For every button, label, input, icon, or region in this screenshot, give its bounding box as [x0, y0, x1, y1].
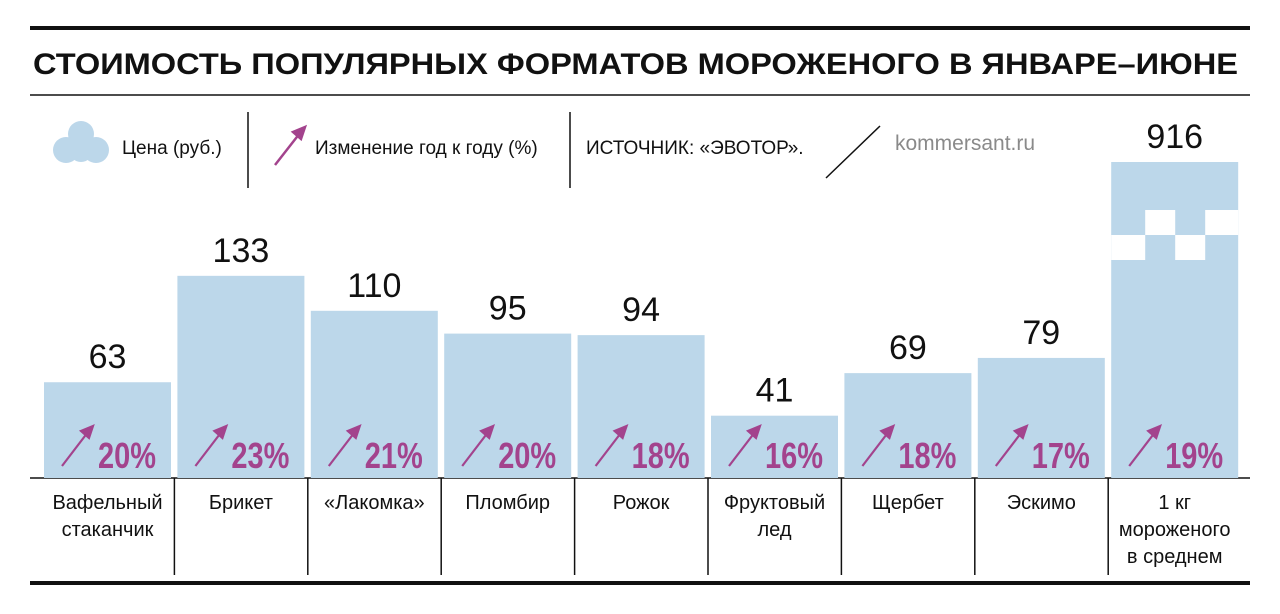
- arrow-head: [612, 424, 629, 440]
- chart-title: СТОИМОСТЬ ПОПУЛЯРНЫХ ФОРМАТОВ МОРОЖЕНОГО…: [33, 48, 1238, 81]
- category-label: Щербет: [871, 492, 944, 514]
- value-label: 79: [1022, 314, 1060, 352]
- change-label: 19%: [1165, 435, 1223, 476]
- value-label: 95: [489, 290, 527, 328]
- change-arrow: [994, 424, 1029, 467]
- change-label: 18%: [898, 435, 956, 476]
- change-label: 17%: [1032, 435, 1090, 476]
- arrow-head: [1146, 424, 1163, 440]
- value-label: 94: [622, 291, 660, 329]
- bars: [44, 162, 1239, 478]
- arrow-head: [345, 424, 362, 440]
- bottom-rule: [30, 581, 1250, 585]
- change-arrow: [594, 424, 629, 467]
- category-label: 1 кг мороженого в среднем: [1118, 492, 1231, 568]
- break-mark: [1205, 210, 1239, 235]
- change-arrow: [61, 424, 95, 467]
- legend-icon-change: [274, 124, 308, 166]
- arrow-head: [212, 424, 229, 440]
- arrow-head: [479, 424, 496, 440]
- bar: [711, 415, 838, 478]
- change-arrow: [327, 424, 362, 467]
- arrow-line: [728, 431, 756, 467]
- change-arrow: [461, 424, 496, 467]
- change-label: 23%: [231, 435, 289, 476]
- bar: [310, 310, 438, 478]
- category-label: «Лакомка»: [323, 492, 425, 514]
- value-label: 69: [889, 329, 927, 367]
- arrow-line: [1128, 431, 1157, 467]
- bar: [977, 357, 1105, 478]
- change-label: 21%: [365, 435, 423, 476]
- arrow-line: [594, 431, 623, 467]
- arrow-head: [1012, 424, 1029, 440]
- value-label: 110: [347, 267, 401, 305]
- category-label: Рожок: [612, 492, 670, 514]
- change-arrow: [728, 424, 762, 467]
- value-label: 63: [89, 338, 127, 376]
- break-mark: [1145, 210, 1176, 235]
- top-rule: [30, 26, 1250, 30]
- change-arrow: [1128, 424, 1163, 467]
- source: ИСТОЧНИК: «ЭВОТОР».: [586, 138, 804, 159]
- legend-label: Изменение год к году (%): [315, 138, 538, 159]
- arrow-line: [194, 431, 223, 467]
- category-label: Пломбир: [465, 492, 551, 514]
- change-label: 20%: [98, 435, 156, 476]
- category-label: Эскимо: [1006, 492, 1076, 514]
- change-label: 18%: [632, 435, 690, 476]
- change-arrow: [194, 424, 229, 467]
- arrow-head: [78, 424, 95, 440]
- slash: [825, 125, 881, 179]
- change-label: 16%: [765, 435, 823, 476]
- change-arrow: [861, 424, 896, 467]
- bar: [577, 335, 705, 478]
- break-mark: [1175, 235, 1206, 260]
- change-label: 20%: [498, 435, 556, 476]
- value-label: 41: [756, 372, 794, 410]
- site: kommersant.ru: [895, 132, 1035, 155]
- bar: [177, 275, 305, 478]
- arrow-line: [461, 431, 490, 467]
- break-mark: [1111, 235, 1146, 260]
- arrow-line: [61, 431, 89, 467]
- category-label: Фруктовый лед: [723, 492, 826, 541]
- value-label: 916: [1146, 118, 1203, 156]
- category-label: Вафельный стаканчик: [52, 492, 163, 541]
- category-label: Брикет: [208, 492, 273, 514]
- arrow-line: [994, 431, 1023, 467]
- arrow-line: [861, 431, 890, 467]
- legend-label: Цена (руб.): [122, 138, 222, 159]
- arrow-head: [879, 424, 896, 440]
- arrow-line: [327, 431, 356, 467]
- value-label: 133: [213, 232, 270, 270]
- arrow-head: [745, 424, 762, 440]
- bar: [444, 333, 572, 478]
- legend-icon-price: [53, 121, 109, 163]
